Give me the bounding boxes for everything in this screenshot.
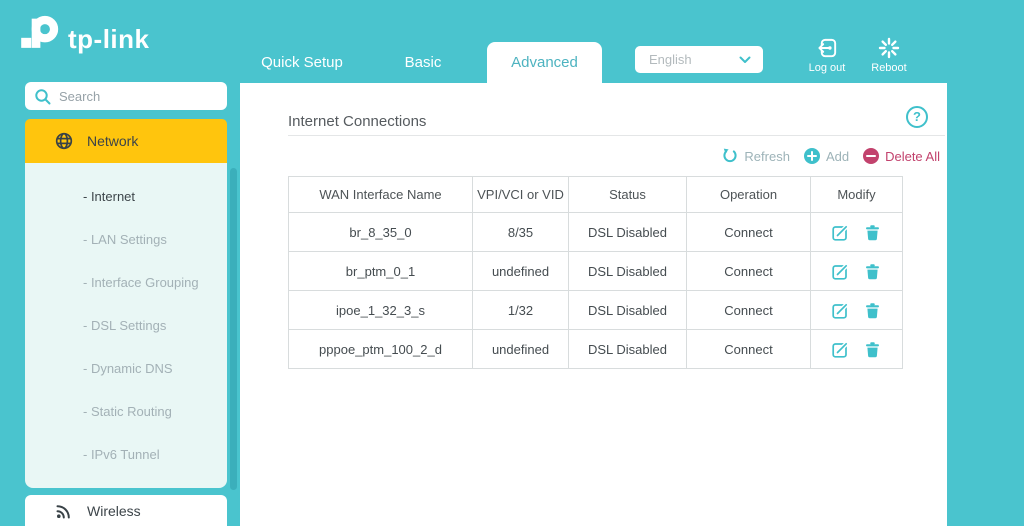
globe-icon [55,132,73,150]
logout-button[interactable]: Log out [799,37,855,74]
sidebar-item-internet[interactable]: - Internet [83,189,136,204]
network-submenu: - Internet - LAN Settings - Interface Gr… [25,163,227,488]
tab-basic[interactable]: Basic [404,54,442,71]
sidebar-section-network[interactable]: Network [25,119,227,163]
sidebar-section-label: Network [87,133,139,149]
sidebar-item-dynamic-dns[interactable]: - Dynamic DNS [83,361,173,376]
tab-advanced[interactable]: Advanced [487,42,602,83]
refresh-label: Refresh [744,148,790,164]
delete-icon[interactable] [864,224,881,241]
table-row: br_ptm_0_1 undefined DSL Disabled Connec… [288,251,903,291]
delete-icon[interactable] [864,263,881,280]
delete-icon[interactable] [864,341,881,358]
page-title: Internet Connections [288,113,427,130]
col-status: Status [568,176,687,213]
sidebar-search [25,82,227,110]
refresh-button[interactable]: Refresh [722,148,790,164]
sidebar-item-static-routing[interactable]: - Static Routing [83,404,172,419]
search-input[interactable] [25,82,227,110]
help-icon[interactable]: ? [906,106,928,128]
cell-modify [810,212,903,252]
delete-all-button[interactable]: Delete All [863,148,940,164]
reboot-button[interactable]: Reboot [861,37,917,74]
connect-button[interactable]: Connect [686,329,811,369]
edit-icon[interactable] [832,341,849,358]
cell-status: DSL Disabled [568,251,687,291]
add-button[interactable]: Add [803,148,850,164]
cell-vpi-vci: undefined [472,329,569,369]
delete-icon[interactable] [864,302,881,319]
edit-icon[interactable] [832,224,849,241]
title-divider [288,135,945,136]
wan-connections-table: WAN Interface Name VPI/VCI or VID Status… [288,176,903,369]
wifi-icon [55,502,73,520]
cell-status: DSL Disabled [568,290,687,330]
sidebar-item-ipv6-tunnel[interactable]: - IPv6 Tunnel [83,447,160,462]
reboot-icon [878,37,900,59]
refresh-icon [722,148,738,164]
chevron-down-icon [739,56,751,64]
connect-button[interactable]: Connect [686,212,811,252]
cell-wan-name: br_ptm_0_1 [288,251,473,291]
cell-vpi-vci: 8/35 [472,212,569,252]
cell-wan-name: ipoe_1_32_3_s [288,290,473,330]
cell-modify [810,329,903,369]
add-label: Add [825,148,850,164]
sidebar-item-interface-grouping[interactable]: - Interface Grouping [83,275,199,290]
table-row: br_8_35_0 8/35 DSL Disabled Connect [288,212,903,252]
sidebar-section-label: Wireless [87,502,141,519]
language-select[interactable]: English [635,46,763,73]
col-operation: Operation [686,176,811,213]
edit-icon[interactable] [832,263,849,280]
connect-button[interactable]: Connect [686,251,811,291]
col-wan-interface-name: WAN Interface Name [288,176,473,213]
table-row: pppoe_ptm_100_2_d undefined DSL Disabled… [288,329,903,369]
tplink-logo-icon [18,13,60,59]
delete-all-icon [863,148,880,164]
cell-status: DSL Disabled [568,329,687,369]
cell-status: DSL Disabled [568,212,687,252]
cell-wan-name: pppoe_ptm_100_2_d [288,329,473,369]
table-toolbar: Refresh Add Delete All [722,148,940,164]
reboot-label: Reboot [871,62,907,74]
edit-icon[interactable] [832,302,849,319]
table-header-row: WAN Interface Name VPI/VCI or VID Status… [288,176,903,213]
table-row: ipoe_1_32_3_s 1/32 DSL Disabled Connect [288,290,903,330]
connect-button[interactable]: Connect [686,290,811,330]
cell-vpi-vci: undefined [472,251,569,291]
language-value: English [649,52,692,67]
tplink-logo: tp-link [18,13,150,59]
sidebar-section-wireless[interactable]: Wireless [25,495,227,526]
logout-icon [816,37,839,59]
sidebar-item-dsl-settings[interactable]: - DSL Settings [83,318,167,333]
sidebar-item-lan-settings[interactable]: - LAN Settings [83,232,167,247]
tab-quick-setup[interactable]: Quick Setup [261,54,343,71]
cell-vpi-vci: 1/32 [472,290,569,330]
cell-modify [810,290,903,330]
logo-text: tp-link [68,23,150,54]
cell-modify [810,251,903,291]
delete-all-label: Delete All [885,148,940,164]
add-icon [803,148,820,164]
col-modify: Modify [810,176,903,213]
col-vpi-vci: VPI/VCI or VID [472,176,569,213]
sidebar-scrollbar[interactable] [230,168,237,490]
cell-wan-name: br_8_35_0 [288,212,473,252]
logout-label: Log out [808,62,846,74]
